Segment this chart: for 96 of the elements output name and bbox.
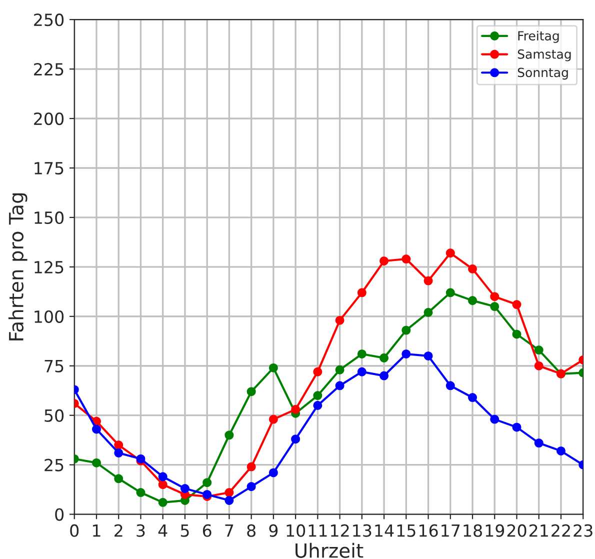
- point: [424, 308, 433, 317]
- x-tick-label: 3: [136, 524, 145, 537]
- point: [424, 276, 433, 286]
- point: [468, 296, 478, 306]
- x-tick-label: 18: [464, 524, 482, 537]
- point: [490, 292, 500, 302]
- y-axis-title: Fahrten pro Tag: [8, 193, 28, 340]
- x-tick-label: 19: [486, 524, 504, 537]
- point: [534, 438, 544, 448]
- point: [512, 300, 522, 310]
- x-axis-title: Uhrzeit: [296, 542, 364, 558]
- x-tick-label: 14: [375, 524, 394, 537]
- x-tick-label: 10: [286, 524, 306, 537]
- x-tick-label: 13: [353, 524, 372, 537]
- point: [468, 393, 478, 402]
- point: [202, 478, 212, 488]
- point: [114, 448, 124, 458]
- point: [357, 349, 366, 359]
- point: [446, 381, 455, 390]
- point: [158, 480, 168, 490]
- point: [180, 484, 190, 494]
- x-tick-label: 6: [202, 524, 212, 537]
- point: [424, 351, 433, 360]
- y-tick-label: 100: [34, 310, 64, 323]
- x-tick-label: 17: [442, 524, 460, 537]
- y-tick-label: 0: [55, 508, 64, 521]
- point: [357, 288, 366, 298]
- x-tick-label: 16: [419, 524, 438, 537]
- point: [158, 498, 168, 507]
- point: [114, 474, 124, 484]
- y-tick-label: 250: [34, 14, 64, 26]
- y-tick-label: 25: [44, 458, 64, 472]
- point: [268, 363, 278, 372]
- x-tick-label: 23: [574, 524, 592, 537]
- point: [556, 446, 566, 456]
- y-tick-label: 50: [44, 409, 64, 422]
- point: [335, 365, 344, 374]
- point: [291, 404, 300, 414]
- point: [158, 472, 168, 482]
- x-tick-label: 4: [158, 524, 168, 537]
- point: [313, 367, 322, 376]
- x-tick-label: 9: [269, 524, 278, 537]
- x-tick-label: 0: [70, 524, 79, 537]
- x-tick-label: 1: [93, 524, 100, 537]
- point: [224, 496, 234, 505]
- point: [468, 264, 478, 274]
- point: [512, 330, 522, 339]
- x-tick-label: 21: [529, 524, 548, 537]
- point: [246, 387, 256, 396]
- legend-label: Sonntag: [518, 68, 568, 80]
- y-tick-label: 200: [34, 112, 64, 126]
- x-tick-label: 8: [247, 524, 256, 537]
- y-tick-label: 175: [34, 162, 64, 175]
- point: [291, 434, 300, 444]
- point: [136, 488, 146, 498]
- point: [92, 458, 102, 468]
- x-tick-label: 5: [180, 524, 189, 537]
- legend-label: Samstag: [518, 49, 571, 62]
- point: [268, 414, 278, 424]
- point: [490, 302, 500, 312]
- point: [357, 367, 366, 376]
- point: [512, 422, 522, 432]
- y-tick-label: 150: [34, 211, 64, 224]
- point: [92, 424, 102, 434]
- legend-label: Freitag: [518, 30, 559, 43]
- x-tick-label: 15: [397, 524, 416, 537]
- point: [446, 288, 455, 298]
- x-tick-label: 7: [225, 524, 234, 537]
- point: [313, 400, 322, 410]
- point: [534, 346, 544, 355]
- point: [246, 482, 256, 492]
- point: [446, 248, 455, 258]
- point: [114, 440, 124, 450]
- x-tick-label: 2: [114, 524, 122, 537]
- point: [402, 326, 411, 335]
- x-tick-label: 22: [552, 524, 570, 537]
- point: [313, 391, 322, 400]
- point: [224, 430, 234, 440]
- point: [380, 371, 389, 380]
- point: [268, 468, 278, 478]
- point: [335, 381, 344, 390]
- point: [246, 462, 256, 472]
- y-tick-label: 125: [34, 260, 64, 274]
- point: [224, 488, 234, 498]
- point: [402, 349, 411, 359]
- point: [490, 414, 500, 424]
- point: [380, 256, 389, 266]
- y-tick-label: 225: [34, 63, 64, 76]
- x-tick-label: 20: [507, 524, 526, 537]
- point: [534, 361, 544, 370]
- x-tick-label: 11: [308, 524, 327, 537]
- point: [402, 254, 411, 264]
- y-tick-label: 75: [44, 360, 64, 372]
- x-tick-label: 12: [331, 524, 349, 537]
- point: [335, 316, 344, 325]
- point: [380, 353, 389, 362]
